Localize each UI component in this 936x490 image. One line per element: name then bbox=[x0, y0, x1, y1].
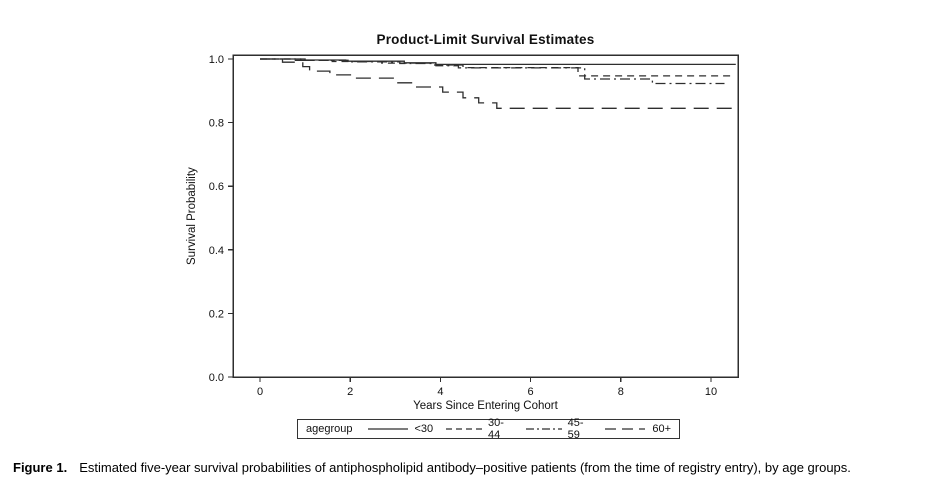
legend-item-label: 45-59 bbox=[567, 417, 584, 441]
x-tick-label: 10 bbox=[705, 386, 717, 398]
legend: agegroup <30 30-44 45-59 60+ bbox=[297, 417, 680, 441]
legend-title: agegroup bbox=[306, 423, 353, 435]
caption-label: Figure 1. bbox=[13, 460, 68, 475]
y-tick-label: 0.2 bbox=[209, 308, 224, 320]
survival-curve-60 bbox=[260, 58, 734, 109]
survival-plot: 0 2 4 6 8 10 0.0 0.2 0.4 0.6 0.8 1.0 bbox=[209, 54, 739, 398]
y-tick-label: 0.8 bbox=[209, 118, 224, 130]
y-tick-label: 1.0 bbox=[209, 54, 224, 66]
x-tick-label: 0 bbox=[257, 386, 263, 398]
legend-item: 45-59 bbox=[525, 417, 593, 441]
x-tick-label: 4 bbox=[437, 386, 443, 398]
legend-line-swatch-icon bbox=[525, 428, 562, 430]
plot-frame bbox=[232, 54, 739, 378]
caption-text: Estimated five-year survival probabiliti… bbox=[79, 460, 851, 475]
legend-item-label: 60+ bbox=[652, 423, 671, 435]
survival-curve-4559 bbox=[260, 58, 725, 85]
figure-caption: Figure 1. Estimated five-year survival pr… bbox=[13, 460, 933, 475]
legend-item-label: <30 bbox=[414, 423, 434, 435]
legend-item: 30-44 bbox=[445, 417, 513, 441]
legend-items: <30 30-44 45-59 60+ bbox=[367, 417, 671, 441]
y-axis-title: Survival Probability bbox=[186, 167, 198, 265]
y-tick-label: 0.4 bbox=[209, 245, 224, 257]
legend-line-swatch-icon bbox=[605, 428, 646, 430]
legend-item-label: 30-44 bbox=[488, 417, 504, 441]
x-tick-label: 8 bbox=[618, 386, 624, 398]
legend-line-swatch-icon bbox=[446, 428, 483, 430]
legend-line-swatch-icon bbox=[367, 428, 408, 430]
chart-title: Product-Limit Survival Estimates bbox=[376, 32, 595, 47]
y-tick-label: 0.0 bbox=[209, 372, 224, 384]
y-tick-label: 0.6 bbox=[209, 181, 224, 193]
survival-curve-3044 bbox=[260, 58, 734, 77]
x-tick-label: 2 bbox=[347, 386, 353, 398]
legend-item: 60+ bbox=[604, 423, 671, 435]
x-axis-title: Years Since Entering Cohort bbox=[413, 400, 558, 412]
x-tick-label: 6 bbox=[528, 386, 534, 398]
legend-item: <30 bbox=[367, 423, 434, 435]
